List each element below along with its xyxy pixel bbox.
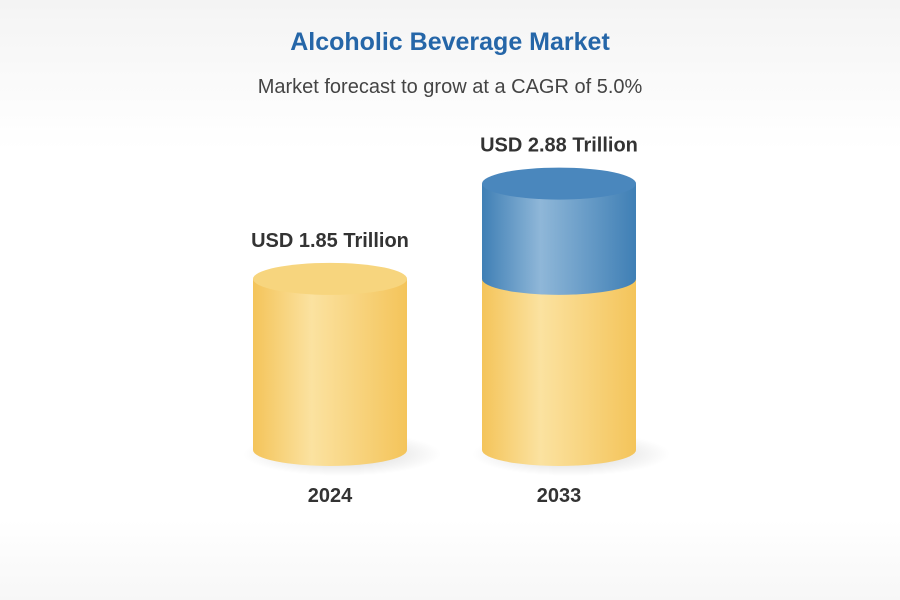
bar-base-2024: [253, 278, 407, 466]
value-label-2024: USD 1.85 Trillion: [251, 230, 409, 252]
bar-top-2024: [253, 262, 407, 295]
chart-subtitle: Market forecast to grow at a CAGR of 5.0…: [257, 76, 643, 98]
bar-top-2033: [482, 167, 636, 200]
chart-title: Alcoholic Beverage Market: [290, 28, 610, 56]
bar-base-2033: [482, 278, 636, 466]
category-label-2024: 2024: [308, 485, 353, 507]
category-label-2033: 2033: [537, 485, 582, 507]
value-label-2033: USD 2.88 Trillion: [480, 135, 638, 157]
bar-growth-2033: [482, 183, 636, 295]
